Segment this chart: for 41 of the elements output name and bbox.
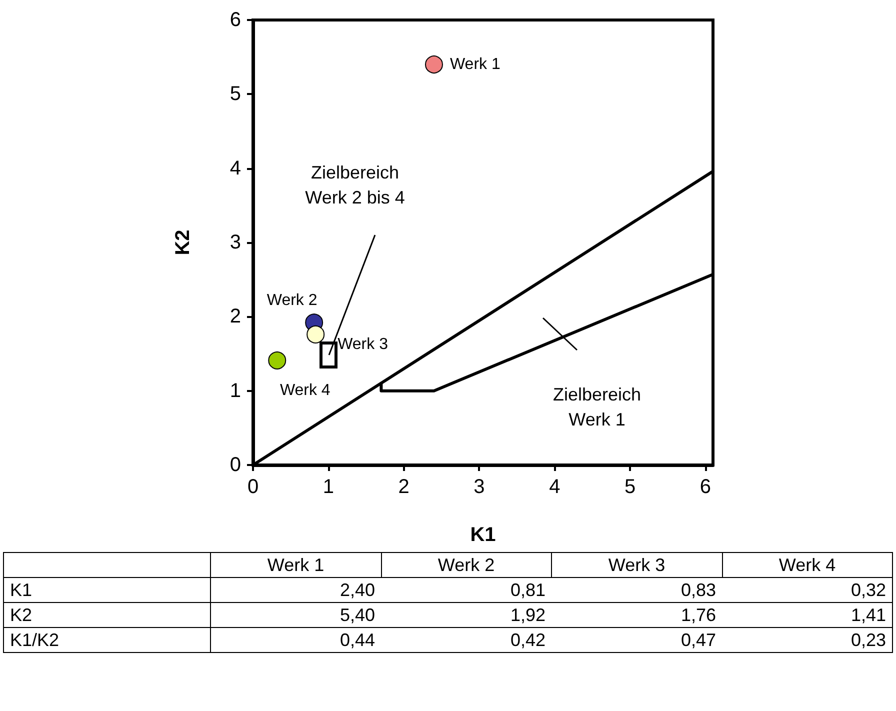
annotation: Zielbereich Werk 2 bis 4 [305,162,405,208]
y-tick-label: 2 [230,306,241,328]
x-tick-label: 0 [247,476,259,498]
text: 0,81 [510,580,546,600]
y-tick-label: 6 [230,9,241,31]
x-tick-label: 6 [700,476,712,498]
text: 0,32 [850,580,886,600]
series-label: Werk 4 [280,382,330,399]
category-label: Werk 2 [381,552,552,578]
series-label: Werk 1 [450,56,500,73]
x-tick-label: 3 [474,476,485,498]
category-label: Werk 4 [722,552,892,578]
text: 1,76 [680,605,716,625]
x-tick-label: 2 [398,476,410,498]
series-label: Werk 2 [266,292,318,310]
category-label: Werk 1 [210,552,381,578]
category-label: Werk 3 [552,552,722,578]
y-tick-label: 1 [230,380,241,402]
text: 0,23 [850,630,886,650]
text: 0,47 [680,630,716,650]
category-label: K1 [10,580,32,600]
x-tick-label: 1 [322,476,334,498]
text: 1,92 [510,605,546,625]
y-tick-label: 0 [230,454,241,476]
x-tick-label: 5 [624,476,636,498]
y-tick-label: 5 [230,83,241,106]
y-tick-label: 3 [230,232,241,254]
category-label: K1/K2 [10,630,60,650]
text: 5,40 [340,605,375,625]
text: 0,42 [510,630,546,650]
annotation: Zielbereich Werk 1 [552,384,642,430]
text: 0,83 [680,580,716,600]
legend-label: Werk 3 [338,336,388,353]
text: 2,40 [340,580,375,600]
x-tick-label: 4 [549,476,560,498]
text: 1,41 [850,605,886,625]
text: 0,44 [340,630,375,650]
x-axis-title: K1 [470,524,496,546]
y-axis-title: K2 [172,230,194,256]
category-label: K2 [10,605,32,625]
y-tick-label: 4 [230,157,241,180]
